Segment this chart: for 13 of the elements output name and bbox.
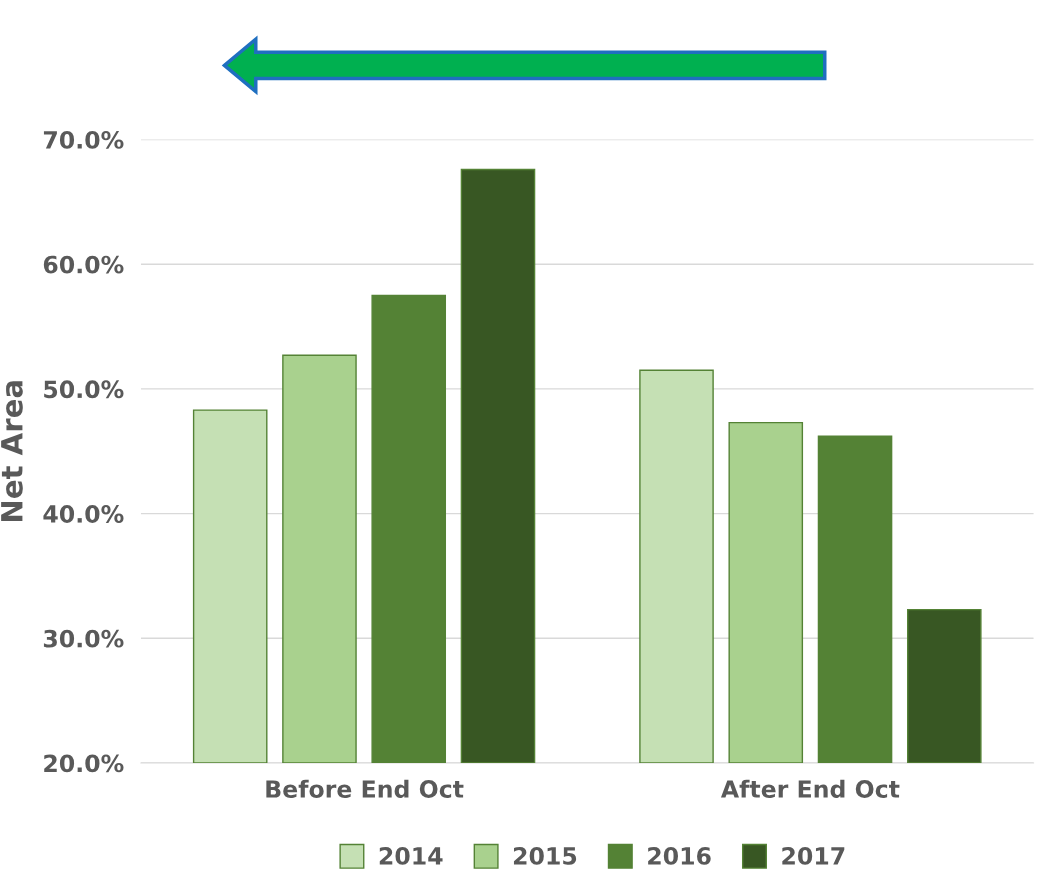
y-tick-label: 70.0% <box>43 130 124 149</box>
y-tick-label: 40.0% <box>43 505 124 523</box>
y-axis-title: Net Area <box>1 381 23 521</box>
legend-label: 2014 <box>379 847 443 865</box>
x-tick-label: After End Oct <box>720 779 900 798</box>
y-tick-label: 30.0% <box>43 629 124 648</box>
legend-label: 2016 <box>648 847 711 865</box>
y-tick-label: 60.0% <box>43 255 124 274</box>
legend-label: 2017 <box>782 847 845 865</box>
y-tick-label: 20.0% <box>44 754 124 773</box>
x-tick-label: Before End Oct <box>266 779 464 798</box>
legend-label: 2015 <box>513 847 577 865</box>
y-tick-label: 50.0% <box>44 380 124 399</box>
